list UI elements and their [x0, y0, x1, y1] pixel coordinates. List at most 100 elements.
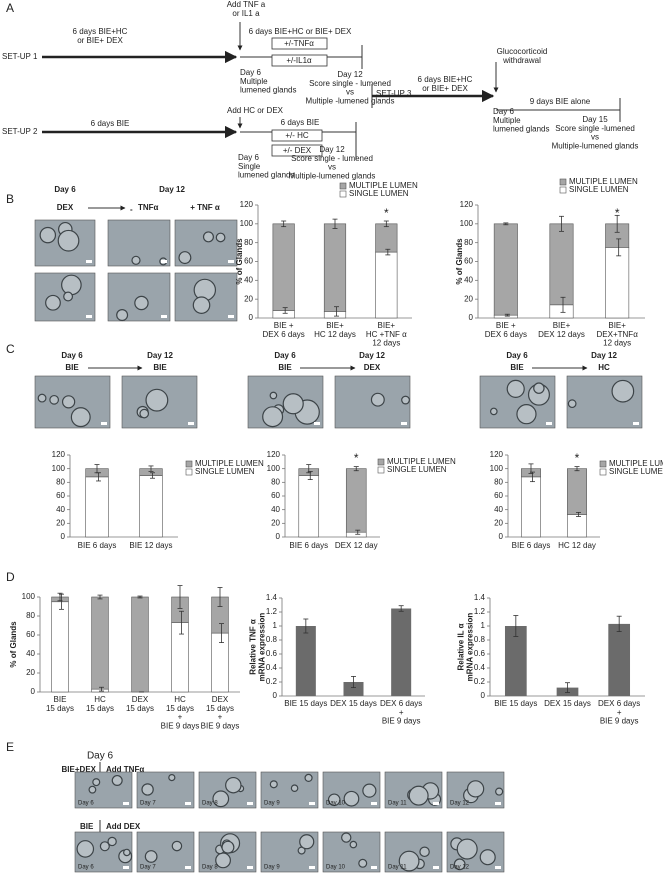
- bar: [343, 682, 364, 696]
- y-tick-label: 100: [240, 219, 254, 228]
- x-tick-label: BIE 6 days: [512, 541, 551, 550]
- x-tick-label: DEX 15 days + BIE 9 days: [201, 695, 240, 730]
- scale-bar: [495, 866, 501, 869]
- y-tick-label: 0.6: [266, 649, 278, 658]
- legend-swatch: [339, 182, 347, 190]
- micrograph: [136, 831, 195, 873]
- y-tick-label: 0: [469, 313, 474, 322]
- y-tick-label: 40: [464, 275, 473, 284]
- x-tick-label: BIE 15 days: [494, 699, 537, 708]
- gland: [116, 309, 129, 322]
- y-tick-label: 0: [273, 691, 278, 700]
- gland: [453, 858, 466, 871]
- micrograph: [322, 831, 381, 873]
- scale-bar: [123, 802, 129, 805]
- setup-text: 6 days BIE: [91, 119, 130, 128]
- bar-segment: [91, 596, 109, 690]
- scale-bar: [86, 260, 92, 263]
- image-label: BIE: [65, 363, 79, 372]
- day-label: Day 9: [264, 865, 280, 871]
- legend-label: SINGLE LUMEN: [195, 467, 255, 476]
- scale-bar: [185, 802, 191, 805]
- scale-bar: [433, 802, 439, 805]
- setup-text: Day 6 Multiple lumened glands: [493, 107, 549, 134]
- bar-segment: [567, 468, 587, 515]
- day-label: Day 12: [450, 801, 470, 807]
- x-tick-label: BIE 6 days: [289, 541, 328, 550]
- scale-bar: [123, 866, 129, 869]
- x-tick-label: HC 12 day: [558, 541, 596, 550]
- image-label: Day 6: [54, 185, 76, 194]
- gland: [533, 382, 545, 394]
- scale-bar: [314, 422, 320, 425]
- bar-segment: [298, 475, 320, 538]
- image-label: BIE: [510, 363, 524, 372]
- gland: [466, 780, 485, 798]
- x-tick-label: BIE 15 days: [284, 699, 327, 708]
- gland: [123, 848, 131, 857]
- gland: [262, 406, 284, 428]
- panel-c-labels: Day 6 BIE Day 12 BIE Day 6 BIE Day 12 DE…: [61, 351, 617, 372]
- y-tick-label: 80: [464, 238, 473, 247]
- box: [271, 37, 328, 50]
- y-tick-label: 20: [271, 518, 280, 527]
- bar-segment: [521, 476, 541, 538]
- legend-swatch: [599, 460, 607, 468]
- gland: [111, 774, 123, 787]
- gland: [57, 229, 80, 252]
- setup-label: SET-UP 3: [376, 89, 412, 98]
- x-tick-label: BIE + DEX 6 days: [485, 321, 527, 339]
- y-tick-label: 0.8: [474, 635, 486, 644]
- panel-label: B: [6, 192, 14, 206]
- y-tick-label: 0.4: [266, 663, 278, 672]
- bar-segment: [272, 223, 295, 311]
- legend-label: SINGLE LUMEN: [387, 465, 447, 474]
- setup-text: Add HC or DEX: [227, 106, 284, 115]
- image-label: Day 12: [147, 351, 173, 360]
- y-tick-label: 120: [267, 450, 281, 459]
- bar-segment: [131, 596, 149, 693]
- day-label: Day 6: [78, 865, 94, 871]
- y-tick-label: 40: [26, 649, 35, 658]
- y-tick-label: 120: [240, 200, 254, 209]
- scale-bar: [546, 422, 552, 425]
- setup-text: +/-IL1α: [286, 56, 312, 65]
- y-tick-label: 80: [56, 477, 65, 486]
- day-label: Day 9: [264, 801, 280, 807]
- y-tick-label: 1: [273, 621, 278, 630]
- day-label: Day 6: [78, 801, 94, 807]
- legend-swatch: [339, 190, 347, 198]
- day-label: Day 8: [202, 865, 218, 871]
- gland: [215, 852, 231, 869]
- gland: [611, 379, 635, 403]
- y-tick-label: 20: [464, 294, 473, 303]
- y-tick-label: 120: [490, 450, 504, 459]
- bar-segment: [272, 310, 295, 319]
- gland: [479, 849, 496, 866]
- image-label: BIE+DEX: [62, 765, 97, 774]
- annotation: *: [575, 451, 580, 465]
- micrograph: [74, 771, 133, 809]
- y-tick-label: 80: [244, 238, 253, 247]
- x-tick-label: BIE 6 days: [78, 541, 117, 550]
- gland: [299, 834, 315, 850]
- bar-segment: [323, 223, 347, 312]
- y-tick-label: 80: [494, 477, 503, 486]
- gland: [489, 407, 498, 416]
- gland: [171, 840, 183, 852]
- gland: [408, 785, 429, 806]
- y-tick-label: 80: [271, 477, 280, 486]
- y-tick-label: 0: [276, 532, 281, 541]
- y-tick-label: 60: [464, 257, 473, 266]
- scale-bar: [309, 802, 315, 805]
- x-tick-label: BIE + DEX 6 days: [263, 321, 305, 339]
- bar: [504, 626, 527, 696]
- y-tick-label: 40: [56, 505, 65, 514]
- x-tick-label: BIE 12 days: [129, 541, 172, 550]
- day-label: Day 10: [326, 801, 346, 807]
- scale-bar: [371, 866, 377, 869]
- bar-segment: [375, 223, 398, 253]
- gland: [215, 232, 226, 243]
- day-label: Day 7: [140, 865, 156, 871]
